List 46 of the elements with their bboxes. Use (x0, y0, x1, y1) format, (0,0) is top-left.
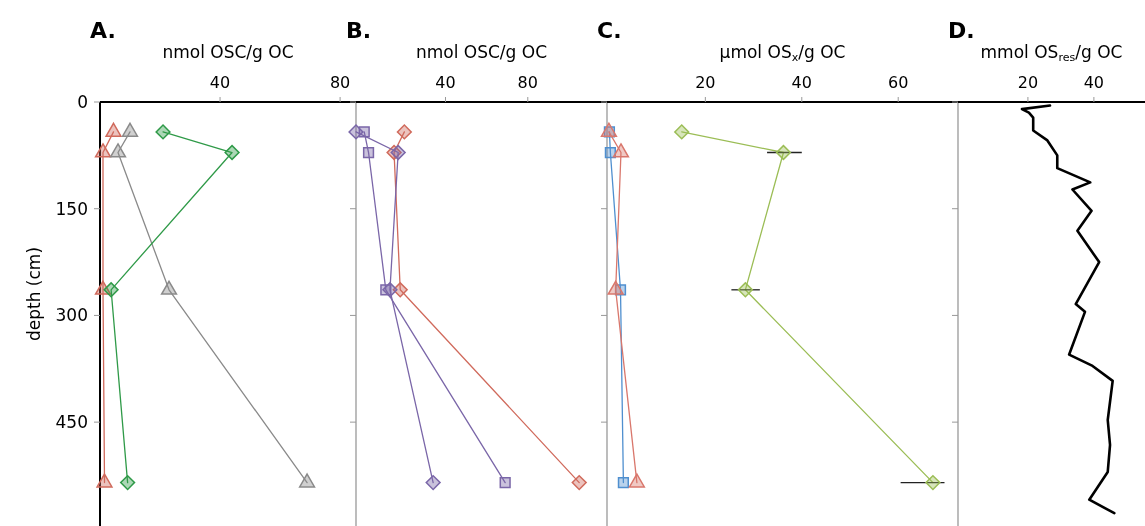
chart-title: A. (90, 18, 116, 43)
x-tick-label: 80 (517, 73, 538, 92)
point (499, 476, 511, 489)
point (121, 122, 139, 137)
x-tick-label: 20 (1017, 73, 1039, 92)
y-tick-label: 300 (55, 305, 88, 326)
chart-title: C. (597, 18, 622, 43)
chart-title: B. (346, 18, 372, 43)
point (925, 474, 941, 491)
point (390, 144, 406, 161)
point (674, 124, 690, 140)
point (617, 476, 630, 489)
point (94, 143, 112, 158)
y-tick-label: 450 (55, 412, 88, 433)
point (105, 122, 122, 137)
point (775, 144, 792, 161)
point (362, 146, 375, 159)
point (96, 473, 113, 488)
point (298, 473, 316, 488)
point (425, 474, 441, 491)
x-tick-label: 40 (791, 73, 812, 92)
chart-title: D. (948, 18, 975, 43)
x-tick-label: 80 (329, 73, 351, 92)
point (382, 282, 398, 298)
y-tick-label: 150 (55, 198, 88, 219)
point (348, 124, 364, 140)
point (396, 124, 412, 140)
y-tick-label: 0 (77, 92, 88, 112)
x-axis-title: mmol OS$_{res}$/g OC (980, 42, 1123, 65)
point (160, 280, 178, 295)
point (109, 143, 127, 158)
x-tick-label: 60 (888, 73, 909, 92)
x-axis-title: nmol OSC/g OC (415, 42, 548, 62)
x-tick-label: 40 (435, 73, 456, 92)
x-tick-label: 40 (209, 73, 231, 92)
x-tick-label: 20 (695, 73, 716, 92)
x-tick-label: 40 (1083, 73, 1105, 92)
point (119, 474, 136, 491)
point (612, 143, 630, 158)
point (628, 473, 646, 488)
x-axis-title: nmol OSC/g OC (162, 42, 294, 62)
point (737, 282, 754, 298)
y-axis-title: depth (cm) (24, 246, 44, 342)
x-axis-title: µmol OS$_{x}$/g OC (719, 42, 846, 65)
point (607, 280, 624, 295)
point (571, 474, 587, 491)
